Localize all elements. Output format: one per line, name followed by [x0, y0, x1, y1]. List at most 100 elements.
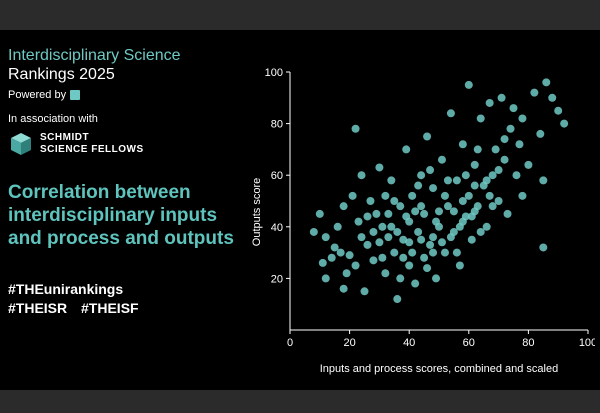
scatter-chart: 0 20 40 60 80 100 20 40 60 80 100 Outputs score In… [251, 67, 595, 375]
data-point [393, 227, 402, 236]
data-point [458, 197, 467, 205]
data-point [494, 197, 503, 205]
data-point [432, 274, 441, 283]
data-point [423, 264, 432, 273]
data-point [384, 233, 393, 242]
data-point [396, 202, 405, 211]
data-point [500, 155, 509, 164]
top-letterbox [0, 0, 600, 30]
data-point [482, 176, 491, 185]
data-point [321, 274, 330, 283]
x-tick-label: 20 [343, 337, 355, 349]
data-point [440, 248, 449, 257]
data-point [509, 104, 518, 113]
data-point [446, 233, 455, 242]
data-point [530, 88, 539, 97]
partner-line-1: SCHMIDT [40, 132, 90, 143]
data-point [381, 191, 390, 200]
data-point [449, 207, 458, 216]
data-point [455, 261, 464, 270]
data-point [354, 217, 363, 226]
data-point [381, 269, 390, 278]
data-point [330, 243, 339, 252]
data-point [464, 80, 473, 89]
data-point [357, 233, 366, 242]
data-point [396, 274, 405, 283]
data-point [426, 166, 435, 175]
data-point [408, 248, 417, 257]
data-point [366, 197, 375, 205]
powered-by-label: Powered by [8, 89, 67, 101]
data-point [417, 171, 426, 180]
y-tick-label: 100 [265, 67, 283, 79]
x-tick-label: 100 [579, 337, 595, 349]
data-point [560, 119, 569, 128]
data-point [476, 114, 485, 123]
data-point [387, 176, 396, 185]
data-point [435, 207, 443, 216]
y-axis-label: Outputs score [251, 178, 263, 246]
data-point [476, 227, 485, 236]
data-point [417, 202, 426, 211]
data-point [402, 145, 411, 154]
partner-name: SCHMIDT SCIENCE FELLOWS [40, 132, 144, 156]
data-point [473, 145, 482, 154]
data-point [423, 132, 432, 141]
chart-points [309, 78, 569, 304]
data-point [539, 176, 548, 185]
hashtags: #THEunirankings #THEISR #THEISF [8, 280, 258, 318]
data-point [470, 181, 479, 190]
data-point [408, 191, 417, 200]
data-point [458, 217, 467, 226]
data-point [390, 197, 399, 205]
hashtag-1: #THEunirankings [8, 281, 124, 297]
data-point [440, 191, 449, 200]
data-point [515, 140, 524, 149]
data-point [500, 135, 509, 144]
data-point [384, 209, 393, 218]
data-point [369, 256, 378, 265]
partner-line-2: SCIENCE FELLOWS [40, 144, 144, 155]
partner-logo: SCHMIDT SCIENCE FELLOWS [8, 131, 258, 157]
data-point [375, 163, 384, 172]
data-point [333, 222, 342, 231]
data-point [443, 176, 452, 185]
data-point [488, 171, 497, 180]
data-point [405, 261, 414, 270]
hashtag-2: #THEISR [8, 300, 68, 316]
data-point [429, 248, 438, 257]
powered-by: Powered by [8, 89, 258, 101]
data-point [429, 233, 438, 242]
data-point [363, 212, 372, 221]
x-tick-label: 0 [287, 337, 293, 349]
association-label: In association with [8, 113, 98, 125]
data-point [375, 238, 384, 247]
data-point [378, 222, 387, 231]
data-point [485, 98, 494, 107]
data-point [488, 202, 497, 211]
data-point [524, 160, 533, 169]
data-point [518, 191, 527, 200]
data-point [309, 227, 318, 236]
data-point [360, 287, 369, 296]
data-point [393, 295, 402, 304]
data-point [345, 251, 354, 260]
data-point [390, 248, 399, 257]
data-point [467, 235, 476, 244]
data-point [399, 253, 408, 262]
data-point [506, 124, 515, 133]
data-point [372, 209, 381, 218]
info-panel: Interdisciplinary Science Rankings 2025 … [8, 46, 258, 318]
x-axis-label: Inputs and process scores, combined and … [320, 363, 558, 375]
data-point [446, 109, 455, 118]
y-tick-label: 60 [271, 170, 283, 182]
x-tick-label: 80 [522, 337, 534, 349]
headline: Correlation between interdisciplinary in… [8, 182, 234, 249]
data-point [548, 93, 557, 102]
data-point [458, 140, 467, 149]
rankings-title: Interdisciplinary Science Rankings 2025 [8, 46, 258, 84]
data-point [512, 171, 521, 180]
data-point [414, 227, 423, 236]
schmidt-cube-icon [11, 133, 31, 155]
data-point [420, 209, 429, 218]
